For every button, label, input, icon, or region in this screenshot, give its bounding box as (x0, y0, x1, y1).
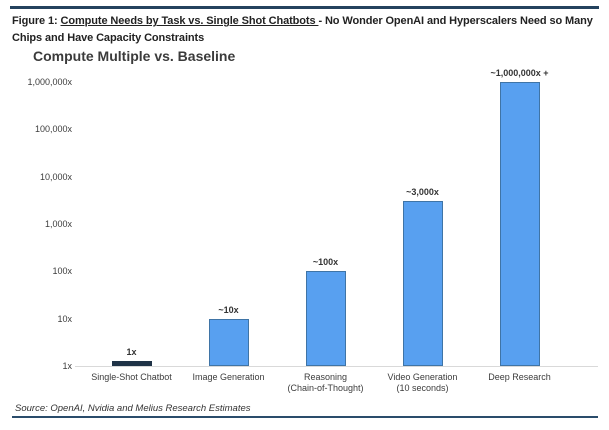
bar (402, 201, 443, 366)
bar-value-label: 1x (126, 347, 137, 357)
bottom-divider-rule (12, 416, 598, 418)
x-category-label: Image Generation (192, 372, 265, 382)
x-axis-line (75, 366, 598, 367)
x-category-label: Deep Research (488, 372, 551, 382)
y-tick-label: 100x (52, 266, 72, 277)
figure-caption-rest: - No Wonder OpenAI and Hyperscalers Need… (12, 15, 593, 44)
y-tick-label: 10x (57, 313, 72, 324)
bar (208, 318, 249, 366)
x-category-label: Single-Shot Chatbot (91, 372, 172, 382)
bar-value-label: ~10x (218, 304, 239, 315)
y-tick-label: 1x (62, 361, 72, 371)
y-tick-label: 100,000x (34, 124, 72, 135)
chart-title: Compute Multiple vs. Baseline (33, 48, 236, 64)
x-category-label: Video Generation (10 seconds) (387, 372, 458, 393)
source-note: Source: OpenAI, Nvidia and Melius Resear… (15, 403, 251, 414)
figure-caption-underlined: Compute Needs by Task vs. Single Shot Ch… (60, 15, 319, 27)
bar (111, 361, 152, 366)
top-divider-rule (10, 6, 599, 9)
bar (499, 82, 540, 366)
bar-value-label: ~100x (312, 257, 339, 268)
x-category-label: Reasoning (Chain-of-Thought) (287, 372, 364, 393)
y-tick-label: 10,000x (39, 171, 72, 182)
y-tick-label: 1,000x (44, 219, 72, 229)
figure-caption: Figure 1: Compute Needs by Task vs. Sing… (12, 13, 600, 47)
bar-value-label: ~3,000x (406, 187, 439, 198)
figure-caption-prefix: Figure 1: (12, 15, 61, 27)
bar-value-label: ~1,000,000x + (490, 68, 549, 78)
bar (305, 271, 346, 366)
y-tick-label: 1,000,000x (27, 77, 72, 87)
